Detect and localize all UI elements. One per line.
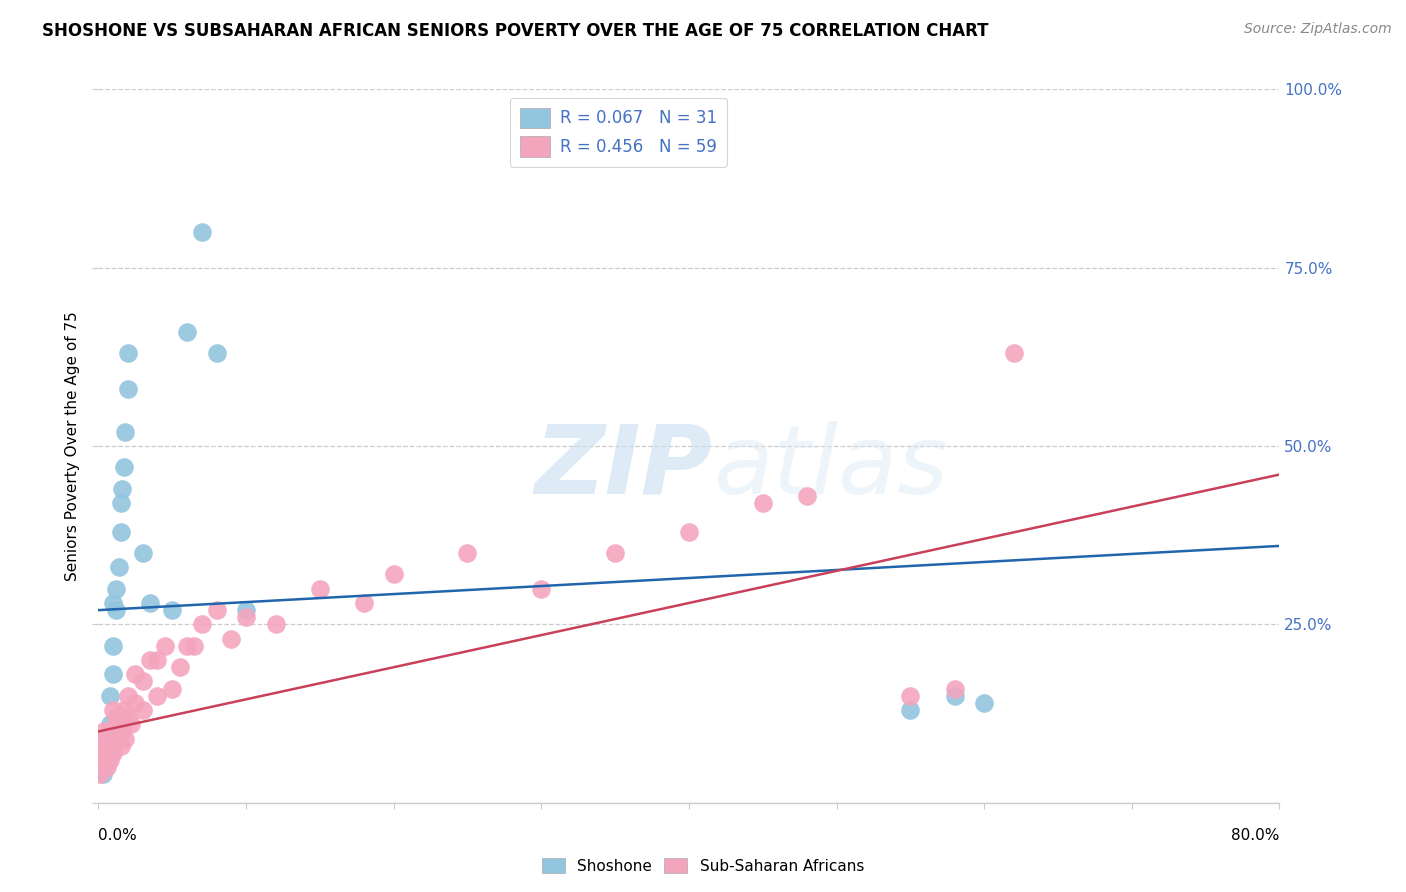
Point <box>93 724 115 739</box>
Point <box>235 610 257 624</box>
Legend: R = 0.067   N = 31, R = 0.456   N = 59: R = 0.067 N = 31, R = 0.456 N = 59 <box>509 97 727 167</box>
Point <box>110 710 132 724</box>
Point <box>98 753 121 767</box>
Point <box>605 546 627 560</box>
Text: Source: ZipAtlas.com: Source: ZipAtlas.com <box>1244 22 1392 37</box>
Point <box>91 760 114 774</box>
Point <box>124 667 146 681</box>
Legend: Shoshone, Sub-Saharan Africans: Shoshone, Sub-Saharan Africans <box>536 852 870 880</box>
Point <box>117 689 139 703</box>
Point <box>176 325 198 339</box>
Text: ZIP: ZIP <box>534 421 713 514</box>
Text: 80.0%: 80.0% <box>1232 828 1279 843</box>
Point <box>132 703 155 717</box>
Point <box>114 425 136 439</box>
Point <box>120 717 142 731</box>
Point <box>93 746 115 760</box>
Point <box>943 689 966 703</box>
Point <box>100 739 122 753</box>
Point <box>678 524 700 539</box>
Point <box>90 753 112 767</box>
Point <box>169 660 191 674</box>
Point <box>796 489 818 503</box>
Point <box>900 703 922 717</box>
Y-axis label: Seniors Poverty Over the Age of 75: Seniors Poverty Over the Age of 75 <box>65 311 80 581</box>
Point <box>110 524 132 539</box>
Point <box>183 639 205 653</box>
Point <box>105 603 128 617</box>
Point <box>1002 346 1025 360</box>
Point <box>235 603 257 617</box>
Point <box>146 653 169 667</box>
Point <box>139 653 162 667</box>
Point <box>205 603 228 617</box>
Point <box>94 753 117 767</box>
Text: atlas: atlas <box>713 421 948 514</box>
Point <box>205 346 228 360</box>
Point <box>176 639 198 653</box>
Point <box>98 689 121 703</box>
Point <box>139 596 162 610</box>
Point <box>973 696 995 710</box>
Point <box>94 731 117 746</box>
Point <box>162 681 183 696</box>
Point <box>353 596 375 610</box>
Point <box>191 225 214 239</box>
Point <box>219 632 242 646</box>
Point <box>111 724 134 739</box>
Point <box>94 731 117 746</box>
Point <box>105 582 128 596</box>
Point <box>98 724 121 739</box>
Point <box>103 746 125 760</box>
Point <box>153 639 176 653</box>
Point <box>98 717 121 731</box>
Point <box>87 746 110 760</box>
Point <box>97 739 120 753</box>
Point <box>103 703 125 717</box>
Point <box>162 603 183 617</box>
Point <box>89 767 111 781</box>
Point <box>108 560 131 574</box>
Point <box>111 482 134 496</box>
Point <box>382 567 405 582</box>
Point <box>117 382 139 396</box>
Point <box>112 460 135 475</box>
Point <box>90 731 112 746</box>
Point <box>103 667 125 681</box>
Point <box>132 674 155 689</box>
Point <box>751 496 773 510</box>
Point <box>91 767 114 781</box>
Point <box>110 496 132 510</box>
Point <box>943 681 966 696</box>
Point <box>191 617 214 632</box>
Point <box>103 724 125 739</box>
Point <box>117 346 139 360</box>
Point <box>456 546 478 560</box>
Point <box>110 739 132 753</box>
Point <box>96 753 118 767</box>
Point <box>117 710 139 724</box>
Point <box>900 689 922 703</box>
Point <box>105 710 128 724</box>
Point <box>96 760 118 774</box>
Point <box>124 696 146 710</box>
Text: SHOSHONE VS SUBSAHARAN AFRICAN SENIORS POVERTY OVER THE AGE OF 75 CORRELATION CH: SHOSHONE VS SUBSAHARAN AFRICAN SENIORS P… <box>42 22 988 40</box>
Point <box>114 731 136 746</box>
Point <box>530 582 553 596</box>
Point <box>146 689 169 703</box>
Point <box>105 731 128 746</box>
Point <box>87 760 110 774</box>
Point <box>108 717 131 731</box>
Text: 0.0%: 0.0% <box>98 828 138 843</box>
Point <box>103 596 125 610</box>
Point <box>97 746 120 760</box>
Point <box>91 760 114 774</box>
Point <box>112 703 135 717</box>
Point <box>103 639 125 653</box>
Point <box>93 746 115 760</box>
Point <box>96 739 118 753</box>
Point <box>264 617 287 632</box>
Point <box>309 582 332 596</box>
Point <box>132 546 155 560</box>
